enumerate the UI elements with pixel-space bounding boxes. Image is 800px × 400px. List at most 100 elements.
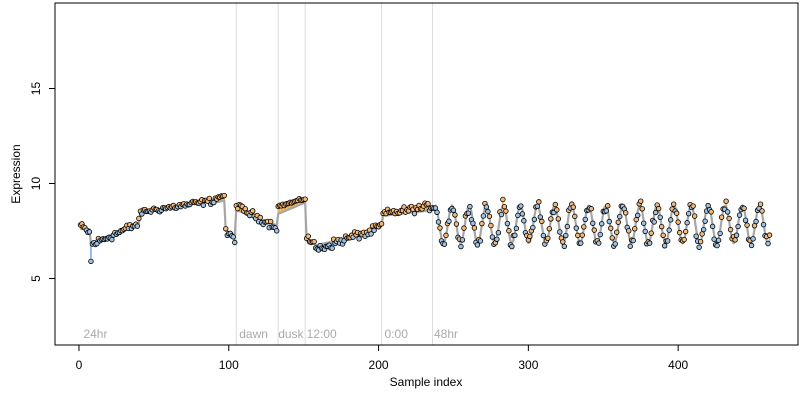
data-point-274 <box>488 222 494 229</box>
data-point-367 <box>627 243 633 249</box>
data-point-400 <box>676 229 683 236</box>
data-point-156 <box>311 238 317 245</box>
y-tick-label-1: 10 <box>29 177 43 191</box>
x-tick-label-0: 0 <box>76 358 83 372</box>
data-point-251 <box>453 221 460 227</box>
data-point-460 <box>766 232 773 238</box>
x-tick-label-4: 400 <box>668 358 688 372</box>
data-point-381 <box>648 230 654 236</box>
data-point-331 <box>573 225 579 231</box>
data-point-86 <box>206 195 212 202</box>
data-point-369 <box>630 237 636 244</box>
data-point-313 <box>546 226 553 232</box>
data-point-309 <box>540 232 547 239</box>
data-point-440 <box>736 212 743 218</box>
data-point-417 <box>702 218 708 224</box>
data-point-97 <box>223 226 229 232</box>
data-point-314 <box>548 216 554 222</box>
data-point-256 <box>461 225 467 231</box>
data-point-410 <box>691 213 698 219</box>
data-point-421 <box>708 209 714 215</box>
data-point-283 <box>501 203 508 210</box>
data-point-152 <box>305 233 311 239</box>
data-point-404 <box>682 228 689 235</box>
data-point-334 <box>578 240 584 246</box>
annotation-5: 48hr <box>434 327 458 341</box>
data-point-246 <box>446 218 452 224</box>
data-point-168 <box>329 245 335 251</box>
data-point-360 <box>617 213 623 220</box>
data-point-335 <box>579 232 585 238</box>
data-point-306 <box>536 199 542 205</box>
data-point-292 <box>515 212 521 219</box>
data-point-439 <box>735 223 741 230</box>
data-point-295 <box>519 211 526 217</box>
data-point-201 <box>378 221 385 227</box>
data-point-425 <box>714 242 720 249</box>
data-point-303 <box>531 216 538 223</box>
data-point-375 <box>639 206 645 212</box>
vertical-marker-lines <box>235 3 433 345</box>
data-point-196 <box>371 227 377 234</box>
data-point-434 <box>727 226 734 233</box>
data-point-454 <box>757 201 764 207</box>
data-point-305 <box>534 203 541 210</box>
data-point-271 <box>483 204 490 210</box>
data-point-426 <box>715 237 722 243</box>
data-point-449 <box>750 236 756 242</box>
data-point-308 <box>539 218 545 225</box>
x-axis: 0 100 200 300 400 <box>76 344 688 372</box>
data-point-403 <box>681 236 687 243</box>
data-point-249 <box>450 207 457 213</box>
data-point-433 <box>726 215 732 222</box>
data-point-359 <box>615 219 621 225</box>
data-point-7 <box>88 258 94 265</box>
data-point-243 <box>441 241 448 247</box>
data-point-319 <box>555 216 562 222</box>
data-point-260 <box>467 203 473 210</box>
data-point-455 <box>759 208 765 214</box>
data-point-431 <box>723 198 729 204</box>
data-point-320 <box>557 229 563 235</box>
data-point-21 <box>109 236 115 243</box>
data-point-330 <box>572 213 578 220</box>
data-point-322 <box>560 239 566 245</box>
annotation-2: dusk <box>278 327 304 341</box>
data-point-259 <box>465 210 472 216</box>
data-point-396 <box>670 201 677 207</box>
y-tick-label-0: 5 <box>29 275 43 282</box>
x-axis-title: Sample index <box>390 375 463 389</box>
y-axis: 5 10 15 <box>29 82 56 282</box>
data-point-250 <box>452 212 458 218</box>
data-point-414 <box>697 238 704 245</box>
x-tick-label-2: 200 <box>369 358 389 372</box>
data-point-268 <box>479 220 485 227</box>
data-point-282 <box>500 196 506 203</box>
data-point-394 <box>667 217 674 223</box>
data-point-232 <box>425 201 431 207</box>
data-point-265 <box>474 242 481 248</box>
data-point-267 <box>477 238 484 244</box>
data-point-336 <box>581 224 587 230</box>
data-point-325 <box>564 223 571 230</box>
data-point-240 <box>437 225 443 231</box>
data-point-278 <box>494 236 500 242</box>
data-point-103 <box>232 239 238 246</box>
data-point-444 <box>742 217 749 224</box>
data-point-409 <box>690 203 696 209</box>
data-point-388 <box>658 223 665 230</box>
data-point-415 <box>699 231 705 237</box>
data-point-422 <box>709 223 716 230</box>
data-point-387 <box>657 214 663 221</box>
data-point-411 <box>693 233 699 239</box>
data-point-312 <box>545 235 551 241</box>
data-point-386 <box>655 205 662 212</box>
data-point-406 <box>685 210 692 217</box>
data-point-317 <box>552 201 559 208</box>
data-point-82 <box>200 202 207 208</box>
data-point-383 <box>651 219 657 225</box>
data-point-294 <box>518 203 524 209</box>
data-point-290 <box>512 232 518 239</box>
data-point-6 <box>86 229 93 235</box>
